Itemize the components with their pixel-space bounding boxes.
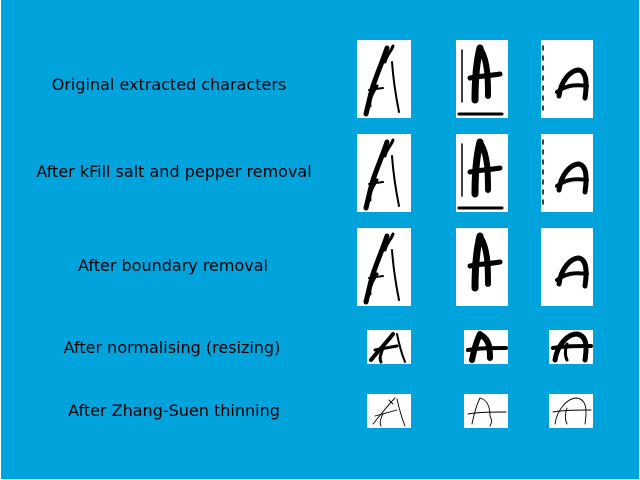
step-label-boundary: After boundary removal	[78, 256, 268, 275]
step-label-kfill: After kFill salt and pepper removal	[36, 162, 312, 181]
glyph-thinned-3	[549, 394, 593, 428]
glyph-thinned-1	[367, 394, 411, 428]
glyph-original-1	[357, 40, 411, 118]
glyph-boundary-1	[357, 228, 411, 306]
glyph-normalised-2	[464, 330, 508, 364]
glyph-kfill-1	[357, 134, 411, 212]
glyph-kfill-3	[541, 134, 593, 212]
glyph-thinned-2	[464, 394, 508, 428]
glyph-original-3	[541, 40, 593, 118]
glyph-boundary-3	[541, 228, 593, 306]
step-label-thinning: After Zhang-Suen thinning	[68, 401, 280, 420]
glyph-normalised-3	[549, 330, 593, 364]
glyph-original-2	[456, 40, 508, 118]
glyph-kfill-2	[456, 134, 508, 212]
glyph-normalised-1	[367, 330, 411, 364]
step-label-original: Original extracted characters	[51, 75, 287, 94]
step-label-normalising: After normalising (resizing)	[63, 338, 281, 357]
glyph-boundary-2	[456, 228, 508, 306]
